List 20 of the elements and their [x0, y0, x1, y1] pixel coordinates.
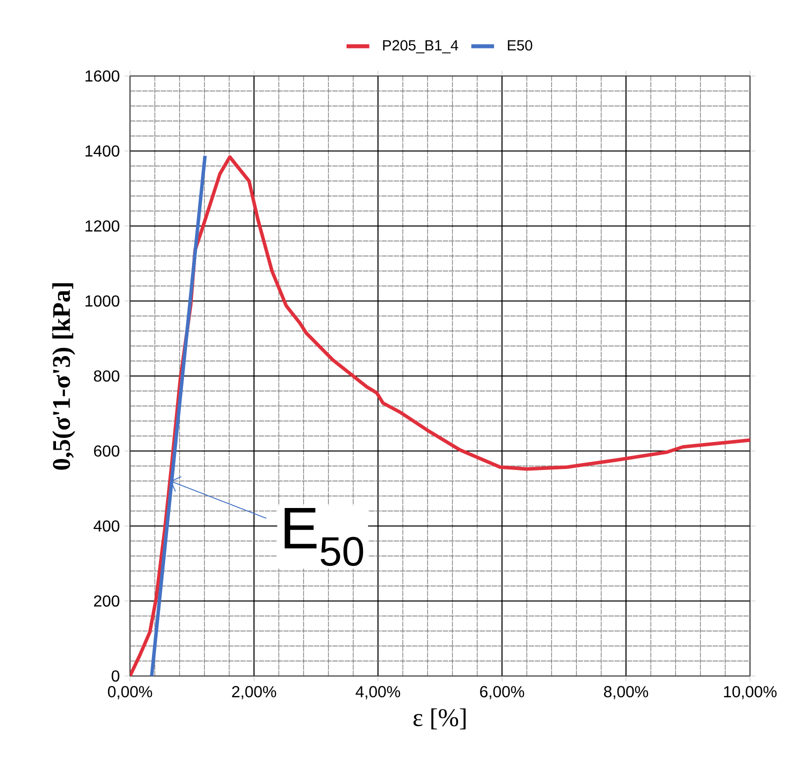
- y-tick-label: 1400: [86, 145, 120, 157]
- x-tick-label: 4,00%: [356, 686, 400, 700]
- y-tick-label: 200: [94, 595, 120, 607]
- x-tick-label: 6,00%: [480, 686, 524, 700]
- y-tick-label: 1200: [86, 220, 120, 232]
- x-tick-label: 0,00%: [108, 686, 152, 700]
- legend-label: P205_B1_4: [383, 40, 458, 54]
- y-tick-label: 800: [94, 370, 120, 382]
- y-tick-label: 400: [94, 520, 120, 532]
- x-axis-title: ε [%]: [414, 708, 466, 730]
- x-tick-label: 8,00%: [604, 686, 648, 700]
- y-tick-label: 1600: [86, 70, 120, 82]
- legend-label: E50: [508, 40, 532, 51]
- x-tick-label: 10,00%: [724, 686, 777, 700]
- y-tick-label: 1000: [86, 295, 120, 307]
- y-axis-title: 0,5(σ'1-σ'3) [kPa]: [52, 283, 76, 470]
- x-tick-label: 2,00%: [232, 686, 276, 700]
- y-tick-label: 0: [112, 670, 120, 682]
- y-tick-label: 600: [94, 445, 120, 457]
- annotation: E$_{50}$: [284, 508, 364, 566]
